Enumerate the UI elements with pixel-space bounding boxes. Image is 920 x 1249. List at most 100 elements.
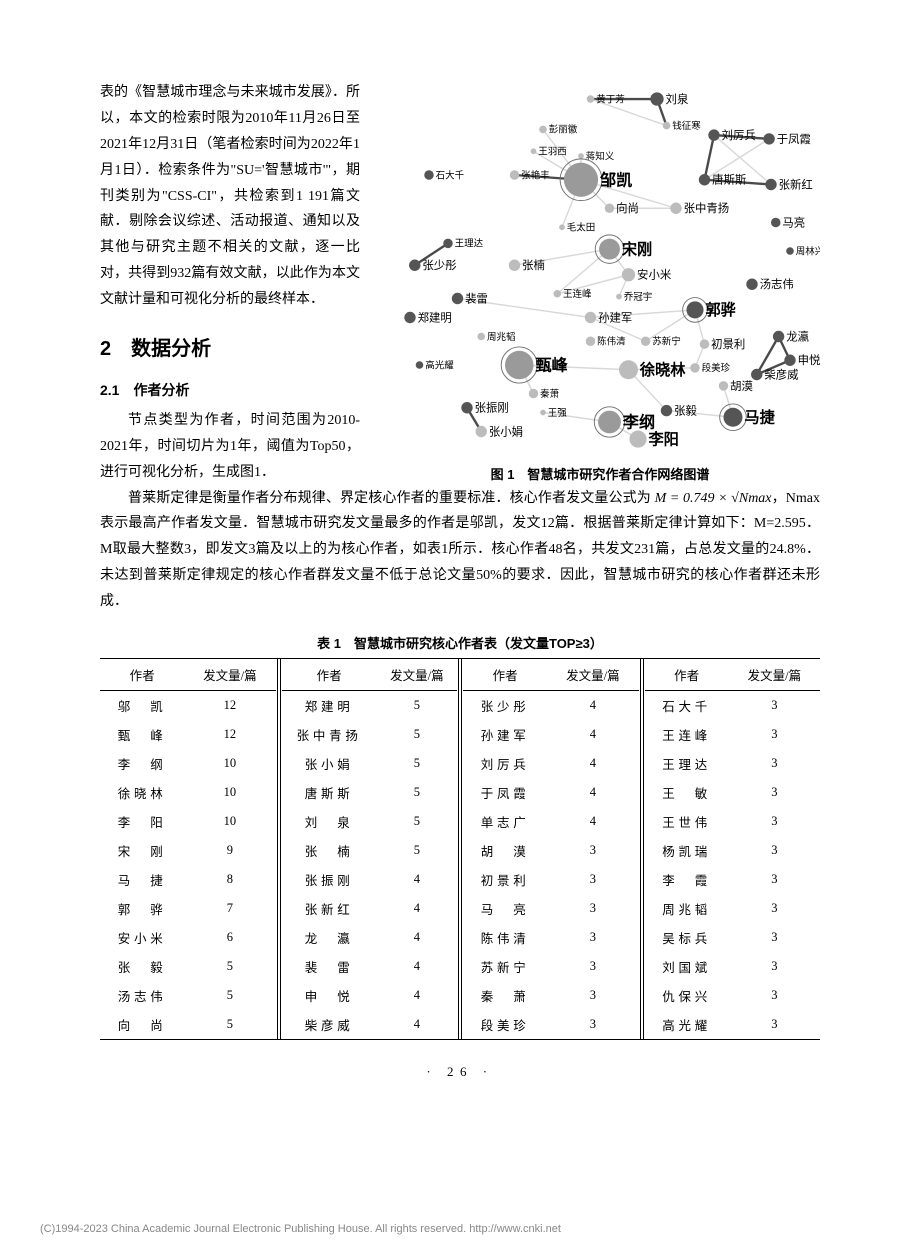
svg-text:申悦: 申悦 <box>798 353 820 367</box>
svg-text:陈伟清: 陈伟清 <box>597 336 626 348</box>
svg-text:张振刚: 张振刚 <box>475 401 509 415</box>
svg-text:石大千: 石大千 <box>436 169 465 181</box>
svg-text:马捷: 马捷 <box>744 409 775 427</box>
table-row: 甄 峰12 <box>100 720 276 749</box>
svg-text:张楠: 张楠 <box>522 258 545 272</box>
price-law-paragraph: 普莱斯定律是衡量作者分布规律、界定核心作者的重要标准．核心作者发文量公式为 M … <box>100 486 820 615</box>
svg-text:张毅: 张毅 <box>674 404 697 418</box>
section-title: 数据分析 <box>131 338 211 360</box>
svg-text:张新红: 张新红 <box>779 177 813 191</box>
svg-text:张中青扬: 张中青扬 <box>684 201 730 215</box>
svg-text:郑建明: 郑建明 <box>418 310 452 324</box>
table-row: 邬 凯12 <box>100 691 276 721</box>
svg-text:邹凯: 邹凯 <box>599 170 632 189</box>
svg-text:高光耀: 高光耀 <box>425 359 454 371</box>
table-row: 徐晓林10 <box>100 778 276 807</box>
section-number: 2 <box>100 338 111 360</box>
table-row: 王世伟3 <box>645 807 821 836</box>
table-row: 张中青扬5 <box>282 720 458 749</box>
table-row: 郑建明5 <box>282 691 458 721</box>
svg-text:柴彦威: 柴彦威 <box>764 367 799 381</box>
table-row: 张 楠5 <box>282 836 458 865</box>
table-row: 郭 骅7 <box>100 894 276 923</box>
svg-text:刘泉: 刘泉 <box>666 92 689 106</box>
svg-text:王强: 王强 <box>548 408 568 419</box>
svg-text:刘厉兵: 刘厉兵 <box>722 129 756 142</box>
svg-text:黄丁芳: 黄丁芳 <box>596 93 625 105</box>
svg-text:徐晓林: 徐晓林 <box>639 361 686 379</box>
table-row: 张少彤4 <box>463 691 639 721</box>
subsection-para-1: 节点类型为作者，时间范围为2010-2021年，时间切片为1年，阈值为Top50… <box>100 408 360 486</box>
table-row: 陈伟清3 <box>463 923 639 952</box>
copyright-footer: (C)1994-2023 China Academic Journal Elec… <box>40 1223 561 1235</box>
core-authors-table: 作者发文量/篇邬 凯12甄 峰12李 纲10徐晓林10李 阳10宋 刚9马 捷8… <box>100 658 820 1040</box>
table-row: 宋 刚9 <box>100 836 276 865</box>
svg-text:马亮: 马亮 <box>782 215 805 229</box>
intro-paragraph: 表的《智慧城市理念与未来城市发展》．所以，本文的检索时限为2010年11月26日… <box>100 80 360 313</box>
table-row: 周兆韬3 <box>645 894 821 923</box>
figure-1-caption: 图 1 智慧城市研究作者合作网络图谱 <box>380 464 820 483</box>
svg-text:周兆韬: 周兆韬 <box>487 332 516 343</box>
svg-text:于凤霞: 于凤霞 <box>777 133 811 146</box>
table-row: 吴标兵3 <box>645 923 821 952</box>
svg-text:甄峰: 甄峰 <box>535 356 568 375</box>
table-row: 刘国斌3 <box>645 952 821 981</box>
table-row: 于凤霞4 <box>463 778 639 807</box>
table-row: 胡 漠3 <box>463 836 639 865</box>
table-row: 申 悦4 <box>282 981 458 1010</box>
table-row: 苏新宁3 <box>463 952 639 981</box>
svg-text:李阳: 李阳 <box>647 430 678 448</box>
table-row: 仇保兴3 <box>645 981 821 1010</box>
table-row: 初景利3 <box>463 865 639 894</box>
table-row: 王 敏3 <box>645 778 821 807</box>
page-number: · 26 · <box>100 1064 820 1080</box>
table-row: 段美珍3 <box>463 1010 639 1039</box>
table-row: 刘 泉5 <box>282 807 458 836</box>
svg-text:彭丽徽: 彭丽徽 <box>549 124 578 136</box>
table-row: 柴彦威4 <box>282 1010 458 1039</box>
table-row: 马 亮3 <box>463 894 639 923</box>
subsection-heading: 2.1 作者分析 <box>100 378 360 404</box>
table-row: 马 捷8 <box>100 865 276 894</box>
table-row: 张小娟5 <box>282 749 458 778</box>
svg-text:秦萧: 秦萧 <box>540 388 559 400</box>
svg-text:张艳丰: 张艳丰 <box>521 169 550 181</box>
svg-text:李纲: 李纲 <box>622 413 655 432</box>
table-row: 王理达3 <box>645 749 821 778</box>
svg-text:宋刚: 宋刚 <box>621 240 652 258</box>
svg-text:孙建军: 孙建军 <box>598 310 632 324</box>
table-row: 唐斯斯5 <box>282 778 458 807</box>
table-row: 王连峰3 <box>645 720 821 749</box>
table-row: 裴 雷4 <box>282 952 458 981</box>
svg-text:汤志伟: 汤志伟 <box>760 277 794 291</box>
table-row: 张新红4 <box>282 894 458 923</box>
svg-text:乔冠宇: 乔冠宇 <box>624 291 653 303</box>
table-row: 孙建军4 <box>463 720 639 749</box>
svg-text:王羽西: 王羽西 <box>538 147 567 158</box>
svg-text:龙瀛: 龙瀛 <box>786 329 809 343</box>
table-1-caption: 表 1 智慧城市研究核心作者表（发文量TOP≥3） <box>100 633 820 652</box>
table-row: 张振刚4 <box>282 865 458 894</box>
svg-text:毛太田: 毛太田 <box>567 222 596 234</box>
svg-text:苏新宁: 苏新宁 <box>652 336 681 348</box>
table-row: 刘厉兵4 <box>463 749 639 778</box>
table-row: 秦 萧3 <box>463 981 639 1010</box>
table-row: 单志广4 <box>463 807 639 836</box>
svg-text:唐斯斯: 唐斯斯 <box>712 173 746 187</box>
table-row: 杨凯瑞3 <box>645 836 821 865</box>
table-row: 向 尚5 <box>100 1010 276 1039</box>
author-network-figure: 黄丁芳刘泉钱征寒彭丽徽王羽西蒋知义刘厉兵于凤霞张艳丰石大千邹凯唐斯斯张新红向尚张… <box>380 80 820 460</box>
table-row: 龙 瀛4 <box>282 923 458 952</box>
svg-text:郭骅: 郭骅 <box>705 301 735 319</box>
svg-text:初景利: 初景利 <box>711 337 745 351</box>
svg-text:段美珍: 段美珍 <box>702 362 731 374</box>
svg-text:安小米: 安小米 <box>637 268 672 282</box>
svg-text:周林兴: 周林兴 <box>796 245 820 257</box>
svg-text:胡漠: 胡漠 <box>730 379 753 393</box>
svg-text:张小娟: 张小娟 <box>489 424 523 438</box>
svg-text:张少彤: 张少彤 <box>422 259 456 272</box>
table-row: 石大千3 <box>645 691 821 721</box>
svg-text:钱征寒: 钱征寒 <box>672 120 701 132</box>
section-heading: 2 数据分析 <box>100 331 360 368</box>
table-row: 张 毅5 <box>100 952 276 981</box>
